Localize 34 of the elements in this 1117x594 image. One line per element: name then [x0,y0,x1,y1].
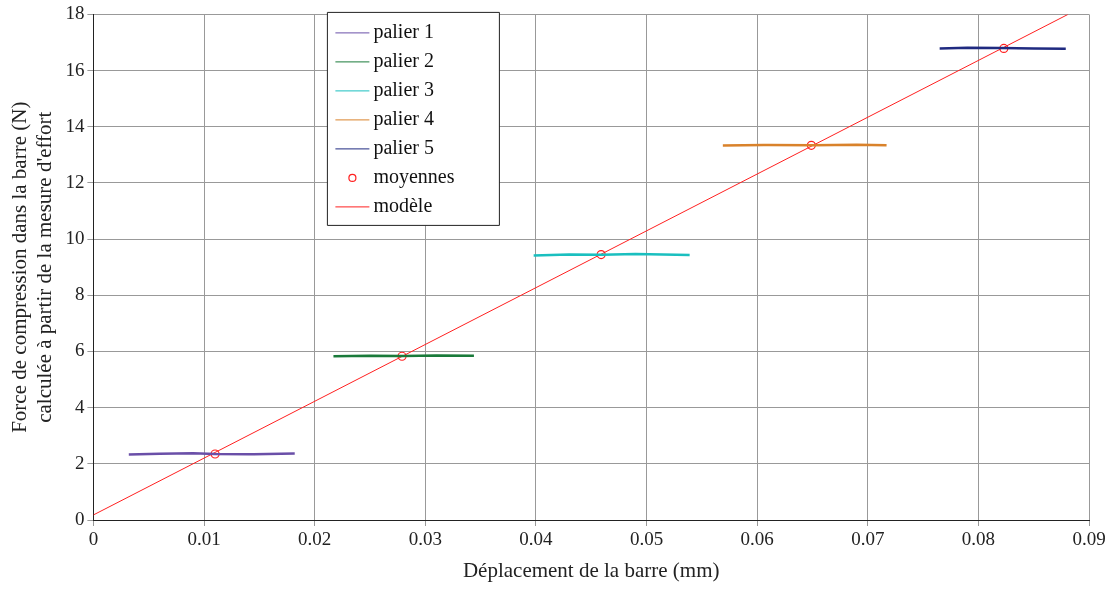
legend-label: modèle [373,194,433,217]
x-axis-title: Déplacement de la barre (mm) [462,557,720,582]
y-tick-label: 0 [74,507,85,529]
point [806,140,816,150]
x-tick-label: 0.01 [187,528,221,550]
x-tick-label: 0.03 [408,528,442,550]
legend-label: palier 1 [373,20,434,44]
x-tick-label: 0.04 [519,528,554,550]
y-tick-label: 12 [65,170,85,192]
x-tick-label: 0.05 [629,528,664,550]
x-tick-label: 0 [88,528,99,550]
y-tick-label: 4 [74,395,85,417]
legend-label: palier 2 [373,49,434,73]
x-tick-label: 0.06 [740,528,774,550]
point [210,449,220,459]
y-tick-label: 10 [65,227,85,249]
point [999,43,1009,53]
point [397,351,407,361]
x-tick-label: 0.02 [298,528,332,550]
legend-label: palier 5 [373,136,434,160]
y-axis-title: Force de compression dans la barre (N) calculée à partir de la mesure d'effort [7,101,57,433]
x-tick-label: 0.07 [851,528,885,550]
point [596,249,606,260]
y-tick-label: 6 [74,339,85,361]
x-tick-label: 0.09 [1072,528,1106,550]
legend-label: palier 4 [373,107,434,131]
y-tick-label: 16 [65,58,85,80]
y-tick-label: 18 [65,2,85,24]
legend-label: palier 3 [373,78,434,102]
y-tick-label: 14 [65,114,85,136]
x-tick-label: 0.08 [961,528,995,550]
y-tick-label: 2 [74,451,85,473]
y-tick-label: 8 [74,283,85,305]
legend-label: moyennes [373,165,455,189]
